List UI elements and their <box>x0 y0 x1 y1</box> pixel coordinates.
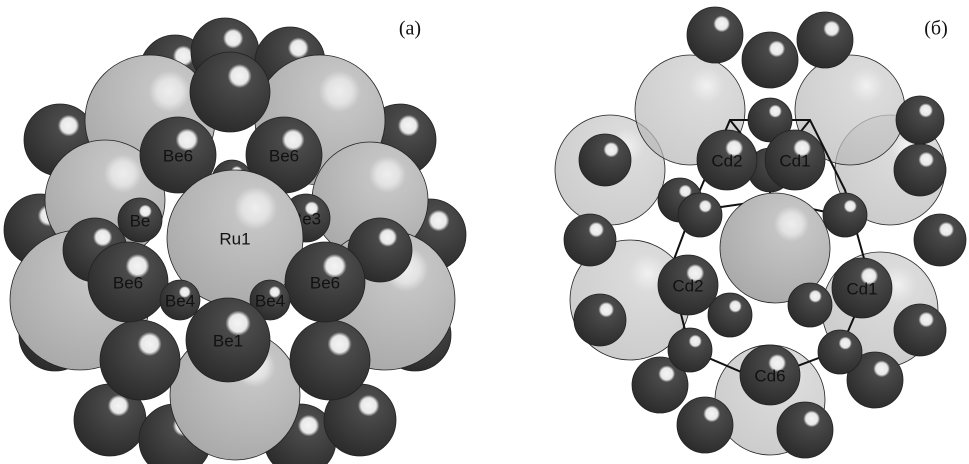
atom-sphere <box>678 193 722 237</box>
atom-sphere <box>894 304 946 356</box>
atom-label: Cd1 <box>779 151 810 170</box>
atom-sphere <box>579 134 631 186</box>
atom-label: Cd2 <box>672 276 703 295</box>
atom-label: Ru1 <box>219 229 250 248</box>
atom-label: Cd6 <box>754 366 785 385</box>
atom-sphere <box>190 52 270 132</box>
atom-label: Be6 <box>269 146 299 165</box>
atom-sphere <box>564 214 616 266</box>
atom-sphere <box>797 12 853 68</box>
atom-label: Be4 <box>255 291 285 310</box>
atom-sphere <box>677 397 733 453</box>
atom-sphere <box>668 328 712 372</box>
atom-sphere <box>896 96 944 144</box>
panel-a: Be6Be6BeBeBe3Ru1Be6Be6Be4Be4Be1 <box>4 18 466 464</box>
atom-label: Be4 <box>165 291 195 310</box>
atom-label: Cd1 <box>846 279 877 298</box>
atom-sphere <box>687 7 743 63</box>
atom-sphere <box>742 32 798 88</box>
atom-label: Be1 <box>213 331 243 350</box>
atom-label: Be <box>130 211 151 230</box>
panel-b: Cd2 Cd1 Cd2 Cd1 Cd6 <box>555 7 966 458</box>
atom-sphere <box>894 144 946 196</box>
atom-sphere <box>100 320 180 400</box>
atom-sphere <box>818 330 862 374</box>
atom-label: Be6 <box>310 273 340 292</box>
atom-sphere <box>914 214 966 266</box>
atom-label: Be6 <box>163 146 193 165</box>
figure: Be6Be6BeBeBe3Ru1Be6Be6Be4Be4Be1 Cd2Cd1Cd… <box>0 0 969 464</box>
atom-sphere <box>788 283 832 327</box>
atom-label: Cd2 <box>711 151 742 170</box>
panel-label: (a) <box>399 18 421 40</box>
atom-sphere <box>777 402 833 458</box>
atom-sphere <box>823 193 867 237</box>
atom-sphere <box>290 320 370 400</box>
atom-sphere <box>574 294 626 346</box>
panel-label: (б) <box>924 18 948 40</box>
atom-label: Be6 <box>113 273 143 292</box>
